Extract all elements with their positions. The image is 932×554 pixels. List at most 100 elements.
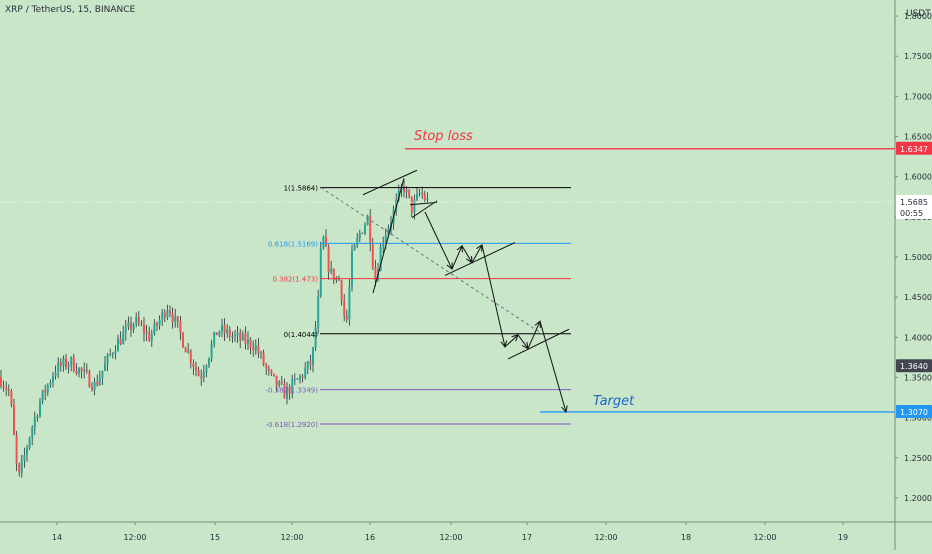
candle-body (340, 280, 343, 301)
candle-body (384, 235, 387, 243)
price-tick-label: 1.8000 (904, 12, 932, 21)
time-tick-label: 12:00 (439, 533, 462, 542)
candle-body (44, 390, 47, 393)
candle-body (91, 387, 93, 390)
candle-body (137, 316, 140, 324)
rising-wedge-top[interactable] (362, 169, 418, 196)
candle-body (299, 375, 301, 379)
projection-arrow[interactable] (539, 321, 566, 412)
candle-body (288, 386, 291, 394)
projection-arrow[interactable] (481, 244, 505, 347)
candle-body (358, 232, 361, 239)
candle-body (265, 364, 268, 369)
projection-arrow[interactable] (461, 245, 472, 263)
candle-body (169, 310, 171, 314)
candle-body (145, 331, 148, 334)
candle-body (364, 224, 366, 234)
candle-body (296, 378, 299, 380)
candle-body (210, 344, 213, 359)
candle-body (223, 325, 226, 334)
candle-body (408, 189, 411, 197)
candle-body (301, 375, 304, 378)
projection-arrow[interactable] (527, 321, 540, 349)
candle-body (179, 321, 182, 333)
fib-retracement[interactable]: 1(1.5864) 0.618(1.5169) 0.382(1.473) 0(1.40… (265, 185, 571, 429)
candle-body (356, 238, 359, 245)
projection-arrow[interactable] (451, 246, 462, 270)
time-tick-label: 12:00 (594, 533, 617, 542)
drawings-group[interactable] (0, 148, 895, 412)
candle-body (267, 368, 270, 371)
candle-body (88, 371, 91, 388)
candle-body (397, 190, 400, 200)
time-tick-label: 19 (838, 533, 848, 542)
candle-body (106, 354, 109, 364)
candle-body (104, 363, 106, 371)
price-tick-label: 1.4000 (904, 333, 932, 342)
candle-body (2, 386, 5, 388)
fib-level-label: 0.382(1.473) (272, 276, 318, 284)
candle-body (382, 242, 385, 247)
candle-body (260, 352, 262, 354)
candle-body (332, 268, 335, 281)
price-label: 1.3640 (900, 362, 928, 371)
flag-top[interactable] (409, 201, 438, 206)
candle-body (317, 296, 320, 328)
candle-body (130, 322, 132, 330)
candle-body (200, 375, 203, 379)
candle-body (369, 215, 372, 245)
candle-body (403, 186, 405, 193)
channel-2[interactable] (507, 328, 570, 360)
projection-arrow[interactable] (471, 245, 482, 263)
price-axis-bg (895, 0, 932, 550)
candle-body (330, 268, 333, 273)
candle-body (187, 350, 190, 353)
candle-body (293, 379, 296, 381)
target-label: Target (593, 394, 635, 409)
candle-body (23, 455, 26, 461)
candle-body (421, 192, 424, 195)
candle-body (416, 193, 418, 200)
projection-arrow[interactable] (517, 334, 528, 349)
projection-arrow[interactable] (504, 335, 518, 348)
candle-body (13, 404, 15, 435)
candle-body (361, 232, 364, 234)
candle-body (119, 338, 122, 345)
fib-level-label: -0.618(1.2920) (265, 421, 318, 429)
time-tick-label: 12:00 (280, 533, 303, 542)
projection-arrow[interactable] (424, 211, 452, 269)
candle-body (234, 334, 236, 337)
candle-body (150, 334, 153, 341)
channel-1[interactable] (444, 242, 516, 276)
candle-body (228, 329, 231, 338)
price-label: 1.5685 (900, 198, 928, 207)
candle-body (52, 376, 54, 383)
candle-body (171, 313, 174, 323)
symbol-title[interactable]: XRP / TetherUS, 15, BINANCE (5, 5, 136, 15)
candle-body (239, 332, 242, 341)
candle-body (213, 332, 216, 345)
candle-body (26, 447, 28, 456)
flag-bottom[interactable] (411, 200, 438, 219)
price-tick-label: 1.7000 (904, 92, 932, 101)
candle-body (57, 362, 60, 373)
rising-wedge-bottom[interactable] (372, 178, 405, 294)
time-tick-label: 18 (681, 533, 691, 542)
candle-body (351, 250, 353, 287)
time-axis[interactable]: 14 12:00 15 12:00 16 12:00 17 12:00 18 12:00 19 (0, 521, 932, 542)
candle-body (192, 363, 195, 368)
currency-label: USDT (906, 9, 931, 19)
candle-body (98, 377, 101, 385)
candle-body (327, 246, 330, 273)
price-tick-label: 1.3000 (904, 414, 932, 423)
fib-trendline[interactable] (320, 187, 546, 337)
time-tick-label: 17 (522, 533, 532, 542)
candle-body (39, 401, 41, 417)
price-axis[interactable]: 1.2000 1.2500 1.3000 1.3500 1.4000 1.4500 1.50… (894, 0, 932, 550)
candle-body (15, 434, 18, 464)
candle-body (189, 350, 192, 364)
price-tick-label: 1.2500 (904, 454, 932, 463)
candle-body (72, 357, 75, 372)
